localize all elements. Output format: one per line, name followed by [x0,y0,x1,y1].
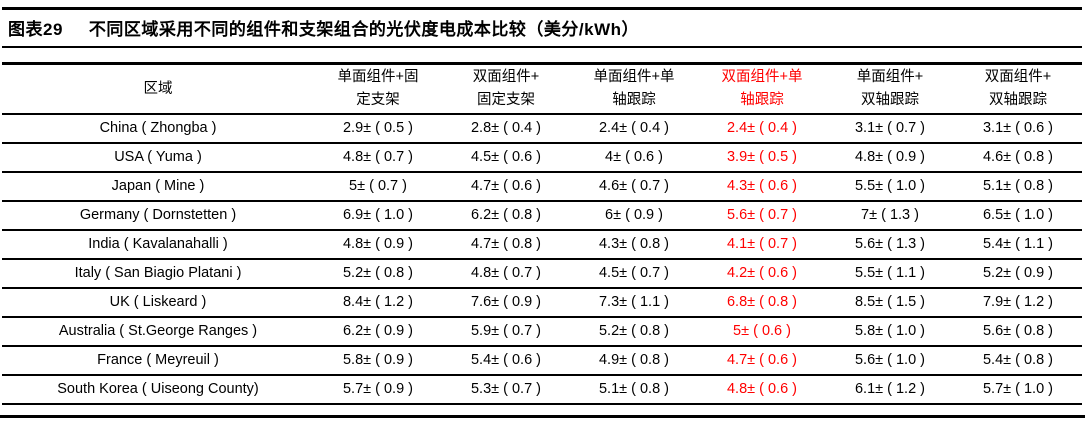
column-header-0: 单面组件+固 定支架 [337,69,419,108]
region-cell: UK ( Liskeard ) [109,294,207,310]
value-cell: 8.4± ( 1.2 ) [342,294,413,310]
value-cell: 4.9± ( 0.8 ) [598,352,669,368]
value-cell: 2.8± ( 0.4 ) [470,120,541,136]
table-row: UK ( Liskeard ) 8.4± ( 1.2 ) 7.6± ( 0.9 ) 7… [2,288,1082,317]
value-cell: 6.8± ( 0.8 ) [726,294,797,310]
column-header-3: 双面组件+单 轴跟踪 [721,69,803,108]
value-cell: 5.6± ( 1.3 ) [854,236,925,252]
value-cell: 4.6± ( 0.7 ) [598,178,669,194]
value-cell: 5.7± ( 0.9 ) [342,381,413,397]
value-cell: 5.1± ( 0.8 ) [982,178,1053,194]
region-cell: Japan ( Mine ) [111,178,205,194]
table-row: Japan ( Mine ) 5± ( 0.7 ) 4.7± ( 0.6 ) 4.6±… [2,172,1082,201]
table-bottom-rule [0,414,1085,418]
value-cell: 4.8± ( 0.9 ) [854,149,925,165]
value-cell: 7.9± ( 1.2 ) [982,294,1053,310]
value-cell: 5.5± ( 1.0 ) [854,178,925,194]
value-cell: 3.1± ( 0.7 ) [854,120,925,136]
value-cell: 4.8± ( 0.9 ) [342,236,413,252]
region-cell: France ( Meyreuil ) [97,352,219,368]
value-cell: 7.3± ( 1.1 ) [598,294,669,310]
value-cell: 4.6± ( 0.8 ) [982,149,1053,165]
value-cell: 2.9± ( 0.5 ) [342,120,413,136]
value-cell: 5.2± ( 0.8 ) [342,265,413,281]
value-cell: 5.2± ( 0.9 ) [982,265,1053,281]
region-cell: South Korea ( Uiseong County) [57,381,259,397]
table-row: France ( Meyreuil ) 5.8± ( 0.9 ) 5.4± ( 0.… [2,346,1082,375]
table-row: Germany ( Dornstetten ) 6.9± ( 1.0 ) 6.2± … [2,201,1082,230]
value-cell: 6± ( 0.9 ) [605,207,663,223]
value-cell: 4.8± ( 0.7 ) [342,149,413,165]
table-row: Australia ( St.George Ranges ) 6.2± ( 0.9… [2,317,1082,346]
region-cell: India ( Kavalanahalli ) [88,236,228,252]
region-cell: Italy ( San Biagio Platani ) [74,265,242,281]
value-cell: 2.4± ( 0.4 ) [598,120,669,136]
figure-title-bar: 图表29 不同区域采用不同的组件和支架组合的光伏度电成本比较（美分/kWh） [2,7,1082,48]
region-cell: USA ( Yuma ) [114,149,202,165]
value-cell: 4.2± ( 0.6 ) [726,265,797,281]
value-cell: 5± ( 0.6 ) [733,323,791,339]
value-cell: 5.3± ( 0.7 ) [470,381,541,397]
value-cell: 5.2± ( 0.8 ) [598,323,669,339]
header-row: 区域 单面组件+固 定支架 双面组件+ 固定支架 单面组件+单 轴跟踪 双面组件+单 轴跟踪 单… [2,63,1082,114]
column-header-4: 单面组件+ 双轴跟踪 [856,69,924,108]
value-cell: 5.6± ( 1.0 ) [854,352,925,368]
value-cell: 4.7± ( 0.6 ) [726,352,797,368]
value-cell: 4.8± ( 0.6 ) [726,381,797,397]
value-cell: 5± ( 0.7 ) [349,178,407,194]
value-cell: 4.3± ( 0.8 ) [598,236,669,252]
value-cell: 8.5± ( 1.5 ) [854,294,925,310]
lcoe-comparison-table-container: 区域 单面组件+固 定支架 双面组件+ 固定支架 单面组件+单 轴跟踪 双面组件+单 轴跟踪 单… [2,62,1082,405]
value-cell: 4.5± ( 0.7 ) [598,265,669,281]
value-cell: 5.4± ( 0.8 ) [982,352,1053,368]
column-header-5: 双面组件+ 双轴跟踪 [984,69,1052,108]
value-cell: 5.8± ( 1.0 ) [854,323,925,339]
value-cell: 4.1± ( 0.7 ) [726,236,797,252]
column-header-2: 单面组件+单 轴跟踪 [593,69,675,108]
region-cell: China ( Zhongba ) [99,120,217,136]
value-cell: 4± ( 0.6 ) [605,149,663,165]
value-cell: 7± ( 1.3 ) [861,207,919,223]
column-header-1: 双面组件+ 固定支架 [472,69,540,108]
value-cell: 5.7± ( 1.0 ) [982,381,1053,397]
value-cell: 3.9± ( 0.5 ) [726,149,797,165]
value-cell: 6.5± ( 1.0 ) [982,207,1053,223]
value-cell: 6.2± ( 0.8 ) [470,207,541,223]
value-cell: 5.8± ( 0.9 ) [342,352,413,368]
value-cell: 5.6± ( 0.8 ) [982,323,1053,339]
value-cell: 5.1± ( 0.8 ) [598,381,669,397]
value-cell: 6.1± ( 1.2 ) [854,381,925,397]
value-cell: 5.6± ( 0.7 ) [726,207,797,223]
figure-number: 图表29 [8,20,63,39]
value-cell: 5.9± ( 0.7 ) [470,323,541,339]
value-cell: 5.4± ( 0.6 ) [470,352,541,368]
value-cell: 4.7± ( 0.8 ) [470,236,541,252]
table-row: South Korea ( Uiseong County) 5.7± ( 0.9 … [2,375,1082,404]
value-cell: 6.9± ( 1.0 ) [342,207,413,223]
value-cell: 2.4± ( 0.4 ) [726,120,797,136]
value-cell: 5.4± ( 1.1 ) [982,236,1053,252]
value-cell: 7.6± ( 0.9 ) [470,294,541,310]
table-body: China ( Zhongba ) 2.9± ( 0.5 ) 2.8± ( 0.4 … [2,114,1082,404]
value-cell: 6.2± ( 0.9 ) [342,323,413,339]
table-row: India ( Kavalanahalli ) 4.8± ( 0.9 ) 4.7± … [2,230,1082,259]
region-cell: Germany ( Dornstetten ) [79,207,237,223]
region-column-header: 区域 [143,80,173,97]
figure-title: 不同区域采用不同的组件和支架组合的光伏度电成本比较（美分/kWh） [88,20,640,39]
value-cell: 4.3± ( 0.6 ) [726,178,797,194]
region-cell: Australia ( St.George Ranges ) [58,323,258,339]
value-cell: 4.7± ( 0.6 ) [470,178,541,194]
value-cell: 4.8± ( 0.7 ) [470,265,541,281]
table-row: China ( Zhongba ) 2.9± ( 0.5 ) 2.8± ( 0.4 … [2,114,1082,143]
value-cell: 5.5± ( 1.1 ) [854,265,925,281]
lcoe-comparison-table: 区域 单面组件+固 定支架 双面组件+ 固定支架 单面组件+单 轴跟踪 双面组件+单 轴跟踪 单… [2,62,1082,405]
table-row: USA ( Yuma ) 4.8± ( 0.7 ) 4.5± ( 0.6 ) 4± (… [2,143,1082,172]
table-row: Italy ( San Biagio Platani ) 5.2± ( 0.8 )… [2,259,1082,288]
value-cell: 3.1± ( 0.6 ) [982,120,1053,136]
value-cell: 4.5± ( 0.6 ) [470,149,541,165]
